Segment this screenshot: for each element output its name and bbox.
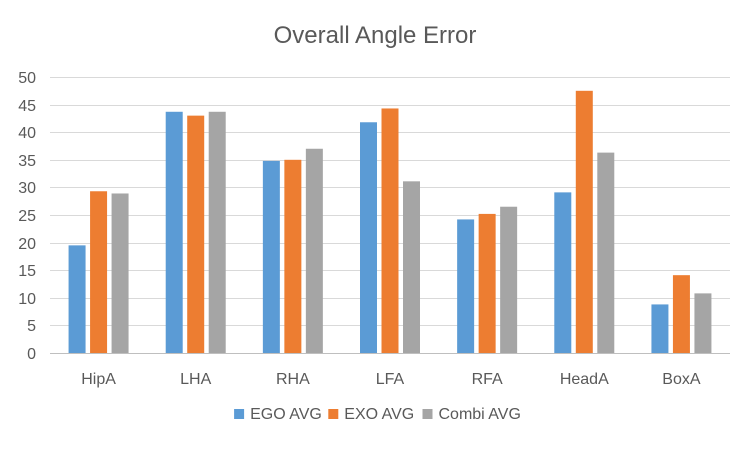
bar-heada-exo-avg: EXO AVG HeadA: 47.5 (576, 91, 593, 353)
legend-swatch (234, 409, 244, 419)
x-tick-label: HeadA (560, 371, 609, 388)
x-tick-label: RFA (472, 371, 503, 388)
y-tick-label: 25 (18, 208, 36, 225)
legend-label: EGO AVG (250, 406, 322, 423)
x-axis: HipA LHA RHA LFA RFA HeadA BoxA (81, 371, 701, 388)
legend-swatch (328, 409, 338, 419)
bar-rfa-combi-avg: Combi AVG RFA: 26.5 (500, 207, 517, 353)
bar-lfa-combi-avg: Combi AVG LFA: 31.1 (403, 181, 420, 353)
legend: EGO AVG EXO AVG Combi AVG (234, 406, 521, 423)
bar-rfa-exo-avg: EXO AVG RFA: 25.2 (479, 214, 496, 353)
bar-heada-combi-avg: Combi AVG HeadA: 36.3 (597, 153, 614, 353)
x-tick-label: BoxA (662, 371, 701, 388)
y-tick-label: 35 (18, 153, 36, 170)
x-tick-label: LFA (376, 371, 405, 388)
bar-lha-combi-avg: Combi AVG LHA: 43.7 (209, 112, 226, 353)
bar-lha-ego-avg: EGO AVG LHA: 43.7 (166, 112, 183, 353)
y-tick-label: 30 (18, 180, 36, 197)
bar-hipa-exo-avg: EXO AVG HipA: 29.3 (90, 191, 107, 353)
bar-heada-ego-avg: EGO AVG HeadA: 29.1 (554, 192, 571, 353)
y-tick-label: 15 (18, 263, 36, 280)
bar-boxa-exo-avg: EXO AVG BoxA: 14.1 (673, 275, 690, 353)
y-tick-label: 20 (18, 236, 36, 253)
y-tick-label: 0 (27, 346, 36, 363)
y-tick-label: 40 (18, 125, 36, 142)
bar-rha-exo-avg: EXO AVG RHA: 35 (284, 160, 301, 353)
bar-boxa-ego-avg: EGO AVG BoxA: 8.8 (651, 304, 668, 353)
y-tick-label: 10 (18, 291, 36, 308)
x-tick-label: RHA (276, 371, 310, 388)
x-tick-label: LHA (180, 371, 211, 388)
y-tick-label: 5 (27, 318, 36, 335)
bar-lfa-ego-avg: EGO AVG LFA: 41.8 (360, 122, 377, 353)
bar-rha-combi-avg: Combi AVG RHA: 37 (306, 149, 323, 353)
y-tick-label: 50 (18, 70, 36, 87)
bar-lha-exo-avg: EXO AVG LHA: 43 (187, 116, 204, 353)
bar-hipa-combi-avg: Combi AVG HipA: 28.9 (112, 193, 129, 353)
bar-hipa-ego-avg: EGO AVG HipA: 19.5 (69, 245, 86, 353)
x-tick-label: HipA (81, 371, 116, 388)
bar-boxa-combi-avg: Combi AVG BoxA: 10.8 (694, 293, 711, 353)
legend-label: Combi AVG (439, 406, 521, 423)
chart-title: Overall Angle Error (274, 22, 477, 49)
bars: EGO AVG HipA: 19.5EXO AVG HipA: 29.3 Comb… (69, 91, 712, 353)
bar-rha-ego-avg: EGO AVG RHA: 34.8 (263, 161, 280, 353)
legend-label: EXO AVG (344, 406, 414, 423)
bar-lfa-exo-avg: EXO AVG LFA: 44.3 (382, 108, 399, 353)
y-axis: 0 5 10 15 20 25 30 35 40 45 50 (18, 70, 36, 363)
bar-rfa-ego-avg: EGO AVG RFA: 24.2 (457, 219, 474, 353)
legend-swatch (423, 409, 433, 419)
y-tick-label: 45 (18, 98, 36, 115)
